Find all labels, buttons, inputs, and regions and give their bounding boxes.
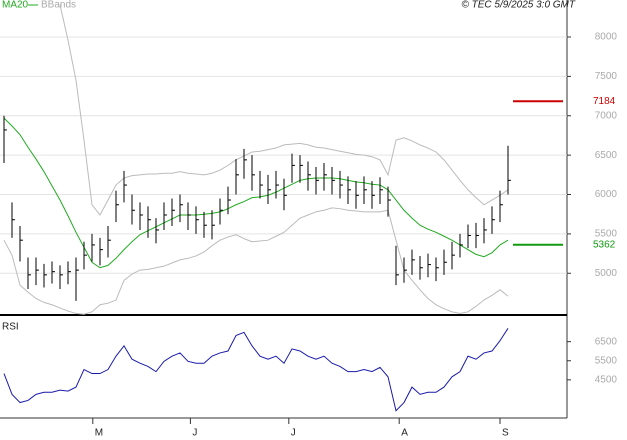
x-tick-label: J — [192, 428, 197, 439]
y-tick-label: 8000 — [595, 32, 618, 43]
source: © TEC 5/9/2025 3:0 GMT — [461, 0, 575, 11]
ma-line — [3, 117, 509, 269]
y-tick-label: 4500 — [595, 374, 618, 385]
y-tick-label: 5500 — [595, 355, 618, 366]
y-tick-label: 6000 — [595, 189, 618, 200]
y-tick-label: 7000 — [595, 110, 618, 121]
y-tick-label: 7500 — [595, 71, 618, 82]
x-tick-label: A — [401, 428, 408, 439]
rsi-title: RSI — [2, 322, 19, 333]
legend-bbands: BBands — [41, 0, 76, 11]
bband-lower — [3, 207, 509, 315]
y-tick-label: 6500 — [595, 150, 618, 161]
y-tick-label: 5500 — [595, 229, 618, 240]
x-tick-label: S — [502, 428, 509, 439]
price-marker-label: 5362 — [593, 239, 616, 250]
y-tick-label: 6500 — [595, 336, 618, 347]
legend-ma20: MA20 — [2, 0, 29, 11]
rsi-line — [3, 328, 509, 412]
bband-upper — [59, 4, 509, 216]
x-tick-label: J — [291, 428, 296, 439]
y-tick-label: 5000 — [595, 268, 618, 279]
x-tick-label: M — [95, 428, 103, 439]
price-marker-label: 7184 — [593, 96, 616, 107]
